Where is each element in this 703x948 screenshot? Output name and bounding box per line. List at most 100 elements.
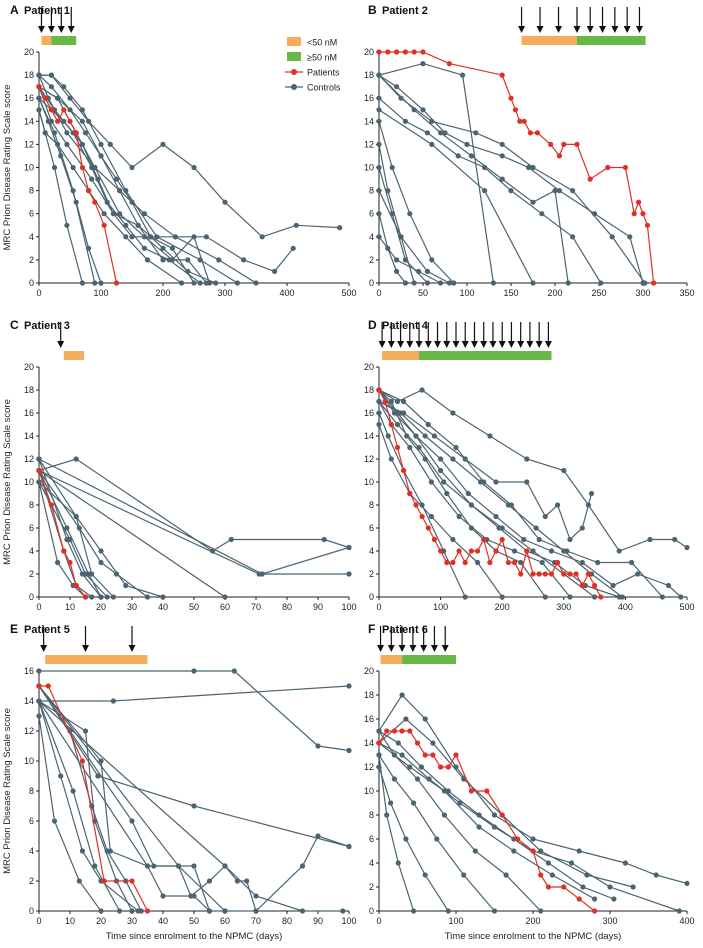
- data-point: [527, 130, 534, 136]
- data-point: [462, 559, 468, 566]
- data-point: [401, 398, 407, 405]
- data-point: [407, 211, 413, 217]
- x-tick-label: 10: [65, 602, 75, 612]
- dose-arrow-head: [611, 26, 619, 33]
- data-point: [191, 803, 197, 809]
- series-line: [378, 190, 450, 284]
- data-point: [272, 268, 278, 274]
- dose-arrow-head: [461, 341, 469, 348]
- panel-title: Patient 4: [382, 320, 429, 332]
- y-axis-label: MRC Prion Disease Rating Scale score: [2, 708, 13, 874]
- data-point: [141, 211, 147, 217]
- data-point: [622, 164, 629, 171]
- dose-arrow-head: [398, 645, 406, 652]
- data-point: [539, 559, 545, 566]
- control-series: [376, 72, 646, 286]
- data-point: [151, 863, 157, 869]
- x-tick-label: 500: [679, 602, 694, 612]
- data-point: [622, 860, 629, 866]
- data-point: [110, 594, 116, 600]
- data-point: [36, 467, 42, 474]
- data-point: [376, 752, 382, 758]
- data-point: [79, 141, 85, 147]
- data-point: [491, 908, 498, 914]
- control-series: [376, 188, 452, 286]
- data-point: [391, 728, 397, 734]
- data-point: [185, 257, 191, 263]
- data-point: [530, 848, 536, 854]
- data-point: [499, 141, 505, 147]
- y-tick-label: 10: [364, 786, 374, 796]
- y-tick-label: 10: [24, 756, 34, 766]
- data-point: [376, 95, 382, 101]
- data-point: [376, 234, 382, 240]
- series-line: [38, 700, 121, 912]
- series-line: [38, 458, 350, 575]
- dose-arrow-head: [517, 341, 525, 348]
- control-series: [36, 479, 166, 600]
- data-point: [259, 571, 265, 577]
- data-point: [337, 225, 343, 231]
- data-point: [419, 502, 425, 508]
- dose-arrow-head: [599, 26, 607, 33]
- data-point: [384, 728, 390, 734]
- y-tick-label: 18: [364, 385, 374, 395]
- data-point: [191, 863, 197, 869]
- data-point: [429, 257, 435, 263]
- data-point: [585, 571, 592, 577]
- data-point: [576, 848, 582, 854]
- data-point: [203, 280, 209, 286]
- data-point: [441, 788, 447, 794]
- concentration-bar: [51, 36, 77, 45]
- data-point: [346, 843, 352, 850]
- data-point: [567, 594, 573, 600]
- patient-series: [376, 728, 598, 914]
- data-point: [422, 433, 428, 439]
- data-point: [453, 752, 459, 758]
- x-tick-label: 100: [433, 602, 448, 612]
- data-point: [36, 698, 42, 704]
- dose-arrow-head: [452, 341, 460, 348]
- y-tick-label: 8: [29, 500, 34, 510]
- data-point: [517, 118, 523, 124]
- data-point: [592, 908, 598, 914]
- y-tick-label: 6: [29, 816, 34, 826]
- data-point: [206, 908, 213, 914]
- dose-arrows: [57, 322, 65, 348]
- data-point: [419, 513, 425, 520]
- y-tick-label: 10: [24, 163, 34, 173]
- data-point: [403, 836, 409, 842]
- y-tick-label: 4: [29, 232, 34, 242]
- data-point: [499, 812, 505, 818]
- data-point: [561, 141, 567, 147]
- dose-arrow-head: [635, 26, 643, 33]
- data-point: [299, 863, 306, 869]
- series-line: [378, 754, 415, 912]
- data-point: [453, 444, 459, 451]
- data-point: [503, 872, 509, 878]
- x-tick-label: 400: [679, 916, 694, 926]
- y-tick-label: 8: [29, 186, 34, 196]
- control-series: [376, 421, 505, 600]
- data-point: [429, 141, 435, 147]
- y-tick-label: 4: [369, 232, 374, 242]
- y-tick-label: 20: [364, 47, 374, 57]
- data-point: [555, 559, 561, 566]
- data-point: [79, 164, 85, 171]
- data-point: [542, 513, 548, 520]
- control-series: [36, 456, 104, 600]
- data-point: [346, 571, 352, 577]
- data-point: [394, 398, 401, 405]
- x-tick-label: 40: [158, 916, 168, 926]
- control-series: [36, 456, 352, 577]
- data-point: [376, 107, 382, 113]
- data-point: [234, 280, 240, 286]
- data-point: [530, 571, 536, 577]
- x-tick-label: 90: [313, 602, 323, 612]
- data-point: [36, 479, 42, 485]
- data-point: [446, 280, 452, 286]
- data-point: [468, 153, 474, 159]
- data-point: [499, 153, 505, 159]
- data-point: [461, 872, 467, 878]
